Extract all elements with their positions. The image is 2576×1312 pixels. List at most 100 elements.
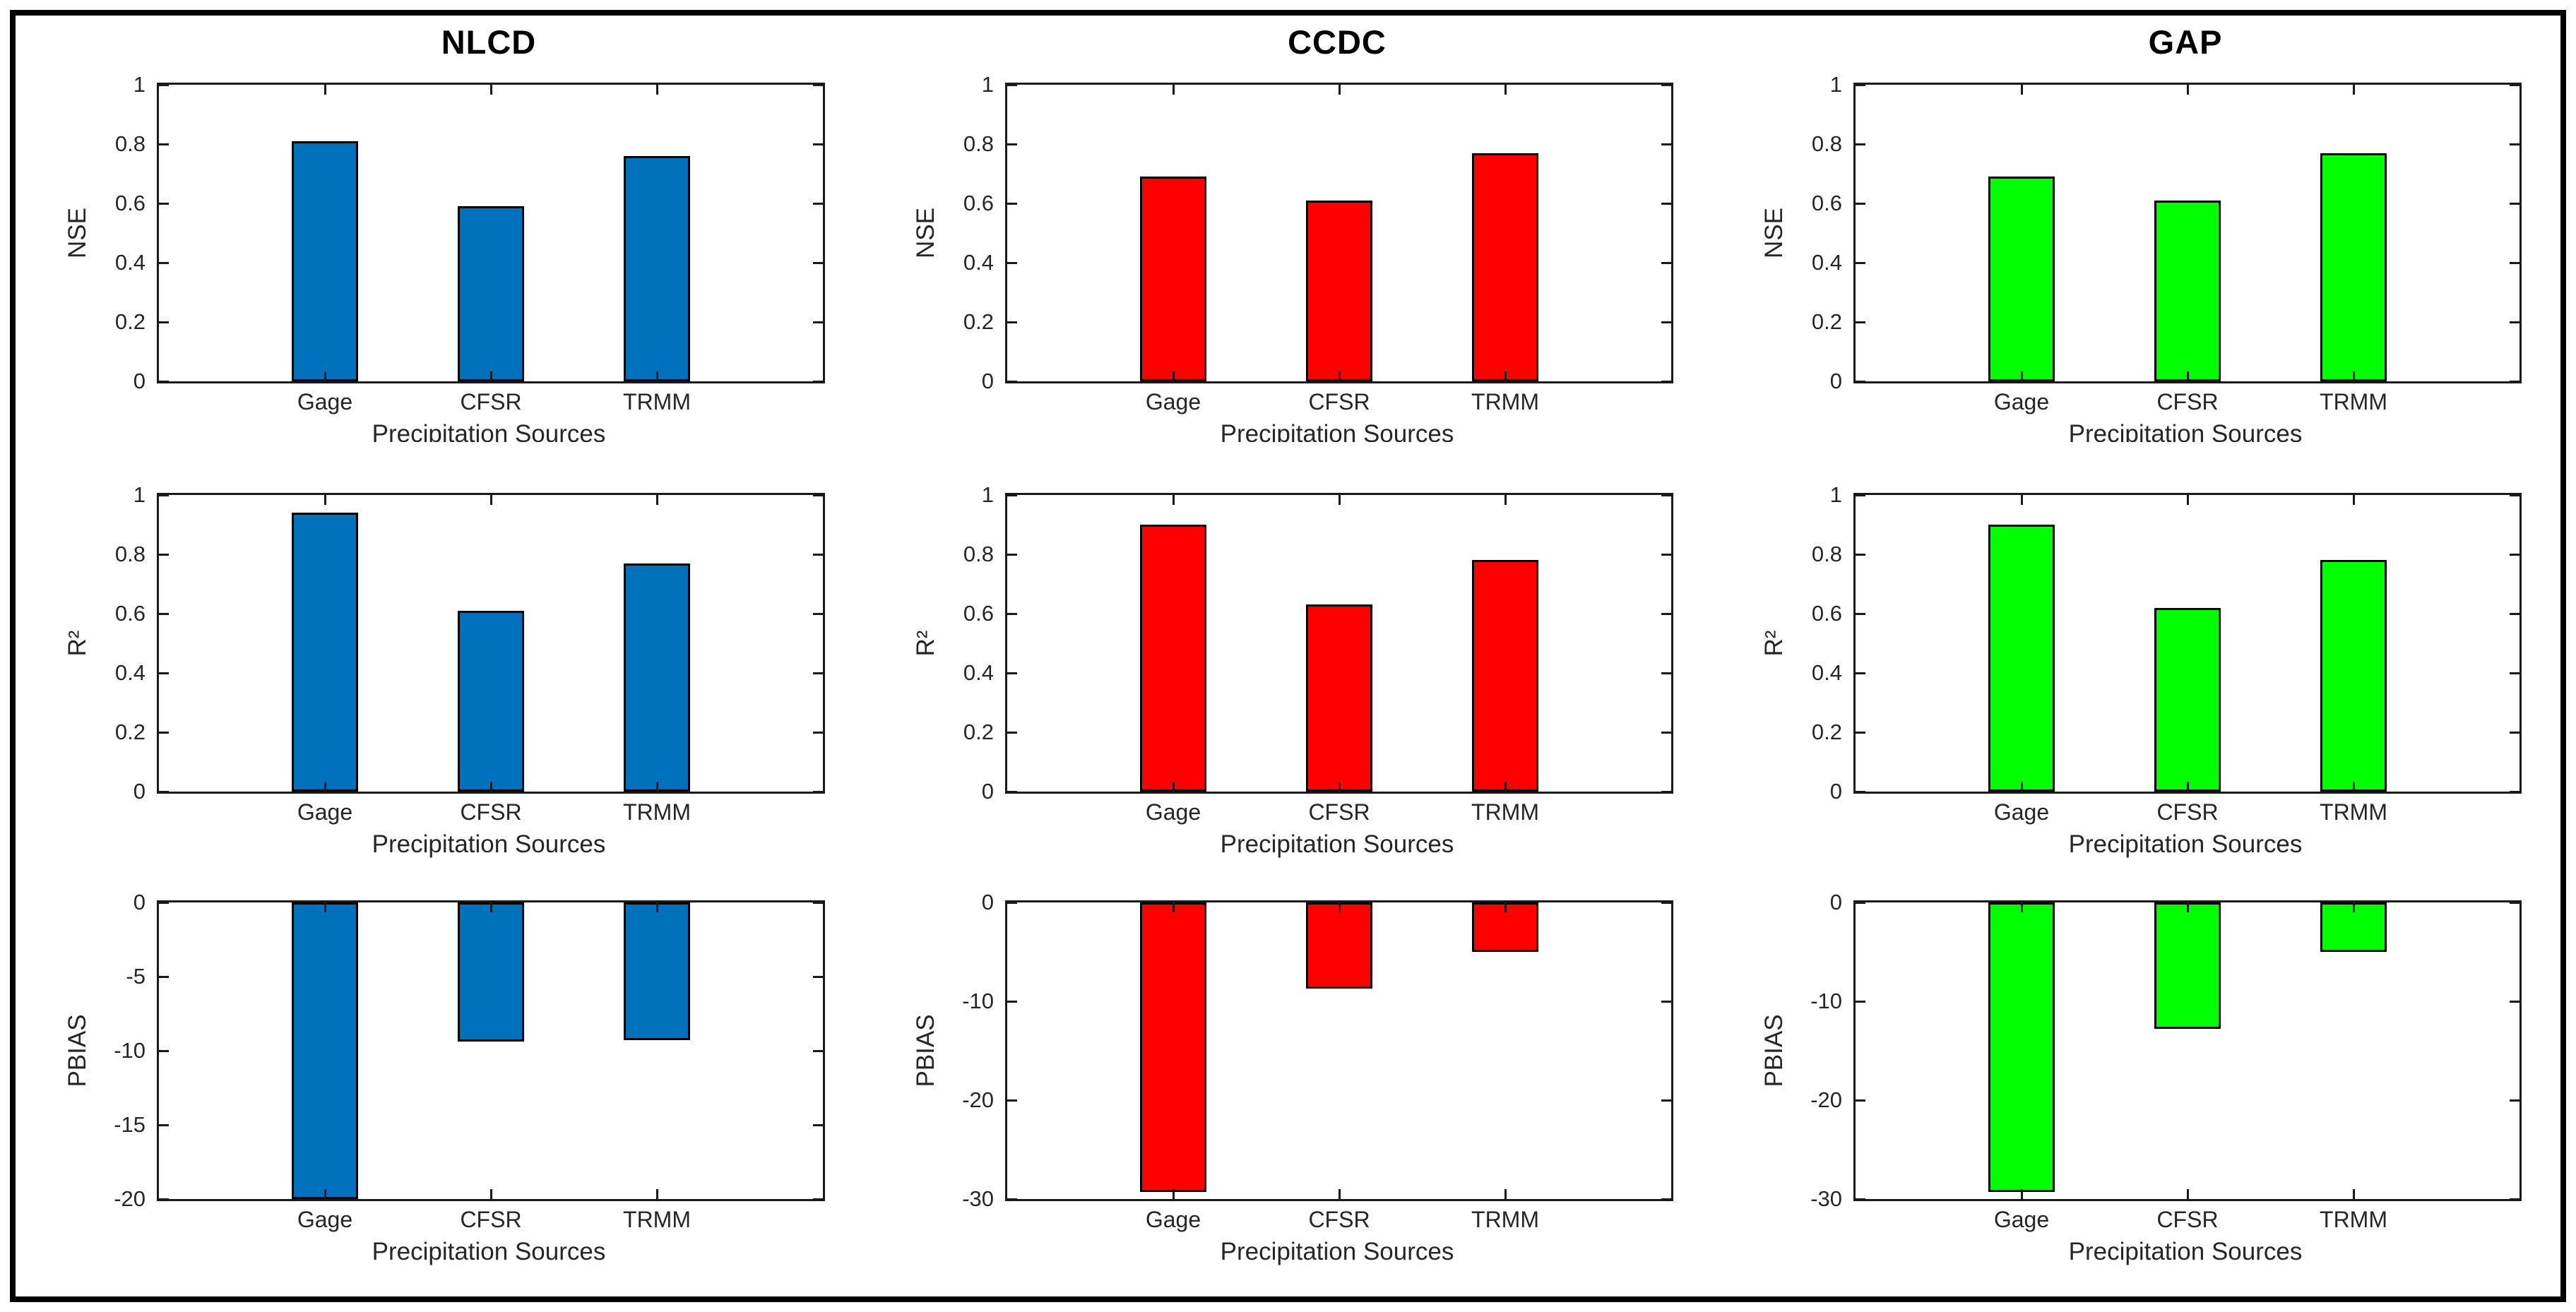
y-tick-mark [159, 83, 169, 86]
x-tick-label: TRMM [1471, 389, 1539, 415]
y-tick-mark [1007, 83, 1017, 86]
y-tick-mark [2510, 261, 2519, 264]
y-tick-mark [159, 553, 169, 556]
x-tick-mark [1172, 85, 1175, 95]
y-tick-label: 0.2 [1811, 309, 1842, 334]
y-tick-label: 0 [1829, 890, 1842, 914]
x-tick-label: Gage [297, 389, 353, 415]
bar-trmm [2320, 560, 2387, 792]
y-axis-label: R² [1760, 630, 1788, 657]
y-tick-mark [813, 202, 823, 205]
plot-area [157, 900, 825, 1201]
y-tick-mark [1661, 202, 1671, 205]
x-tick-mark [2020, 371, 2023, 381]
y-tick-label: 0.2 [963, 720, 994, 744]
x-tick-label: TRMM [623, 1207, 691, 1232]
bar-cfsr [1306, 902, 1372, 989]
y-tick-label: 0.6 [1811, 191, 1842, 215]
y-tick-mark [813, 143, 823, 145]
y-tick-mark [1856, 553, 1865, 556]
y-tick-mark [1856, 494, 1865, 496]
y-tick-mark [1661, 83, 1671, 86]
y-tick-mark [1856, 612, 1865, 615]
x-tick-mark [1338, 1189, 1341, 1199]
y-tick-label: 0.8 [1811, 542, 1842, 566]
panel-title: CCDC [1288, 23, 1387, 61]
y-tick-label: 1 [1829, 72, 1842, 97]
x-tick-mark [489, 85, 492, 95]
y-tick-label: 0.4 [1811, 660, 1842, 685]
x-tick-mark [324, 371, 326, 381]
x-tick-mark [324, 1189, 326, 1199]
x-tick-mark [2352, 495, 2355, 505]
y-tick-label: 0 [981, 890, 994, 914]
y-tick-mark [1661, 1099, 1671, 1102]
y-tick-mark [1856, 83, 1865, 86]
y-tick-label: 0.2 [963, 309, 994, 334]
y-tick-mark [1007, 731, 1017, 734]
y-tick-mark [2510, 494, 2519, 496]
y-tick-label: 0.2 [114, 720, 146, 744]
y-tick-label: -20 [962, 1087, 994, 1112]
bar-gage [1140, 525, 1206, 792]
y-tick-mark [159, 1123, 169, 1126]
y-tick-label: -10 [962, 989, 994, 1013]
y-tick-mark [813, 553, 823, 556]
x-tick-label: Gage [1993, 799, 2050, 825]
y-tick-mark [2510, 1000, 2519, 1003]
y-tick-mark [1007, 380, 1017, 383]
y-tick-mark [1856, 143, 1865, 145]
y-tick-label: 1 [133, 72, 146, 97]
y-tick-mark [1007, 901, 1017, 904]
y-tick-mark [159, 494, 169, 496]
bar-trmm [624, 902, 690, 1041]
x-tick-mark [2352, 371, 2355, 381]
y-tick-mark [1856, 380, 1865, 383]
bar-gage [292, 513, 358, 792]
y-tick-mark [2510, 83, 2519, 86]
x-tick-mark [655, 782, 658, 792]
x-tick-label: Gage [1993, 389, 2050, 415]
y-tick-mark [159, 261, 169, 264]
y-tick-label: 0 [1829, 779, 1842, 804]
y-tick-label: 0 [133, 890, 146, 914]
x-tick-mark [1504, 1189, 1507, 1199]
x-tick-mark [1504, 85, 1507, 95]
y-tick-mark [2510, 143, 2519, 145]
y-tick-mark [2510, 901, 2519, 904]
y-tick-label: 0.4 [114, 250, 146, 275]
x-axis-label: Precipitation Sources [372, 1238, 606, 1265]
y-tick-mark [1661, 321, 1671, 323]
chart-grid: NLCD NSE 1 0.8 0.6 0.4 0.2 0 Gage CFSR TRMM Precipi… [16, 16, 2560, 1296]
x-tick-mark [324, 85, 326, 95]
x-tick-mark [2020, 85, 2023, 95]
x-tick-mark [1172, 782, 1175, 792]
y-tick-mark [2510, 202, 2519, 205]
x-tick-mark [1338, 85, 1341, 95]
y-tick-mark [1661, 1198, 1671, 1200]
panel-title: NLCD [441, 23, 537, 61]
y-tick-label: 0.8 [114, 131, 146, 156]
y-tick-mark [1661, 901, 1671, 904]
plot-area [1853, 493, 2522, 794]
y-tick-mark [1856, 261, 1865, 264]
y-tick-mark [1856, 321, 1865, 323]
y-tick-mark [159, 612, 169, 615]
y-tick-mark [1007, 790, 1017, 793]
y-tick-mark [813, 731, 823, 734]
y-tick-mark [813, 321, 823, 323]
y-tick-mark [159, 321, 169, 323]
y-tick-label: 0 [981, 369, 994, 393]
x-tick-mark [655, 371, 658, 381]
y-tick-mark [2510, 1198, 2519, 1200]
x-tick-label: TRMM [2320, 799, 2387, 825]
x-tick-label: CFSR [1308, 799, 1370, 825]
x-tick-label: Gage [297, 799, 353, 825]
y-tick-mark [1856, 672, 1865, 674]
bar-trmm [624, 155, 690, 381]
plot-area [157, 493, 825, 794]
x-tick-label: CFSR [1308, 389, 1370, 415]
y-tick-label: -20 [1810, 1087, 1842, 1112]
y-tick-mark [1856, 790, 1865, 793]
y-tick-mark [159, 143, 169, 145]
